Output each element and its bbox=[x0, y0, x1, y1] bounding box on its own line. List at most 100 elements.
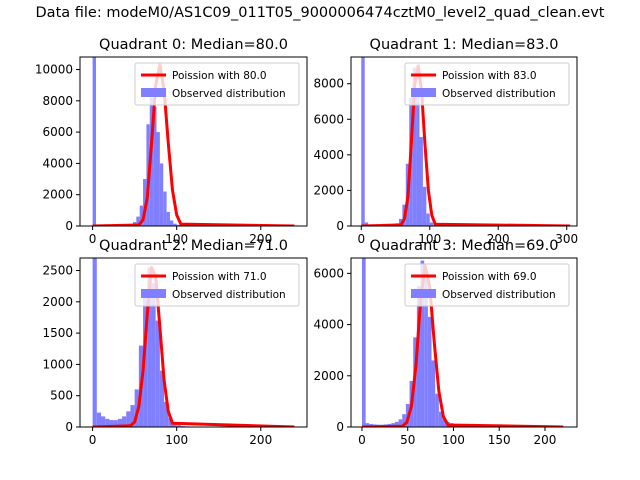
y-tick-label: 0 bbox=[65, 420, 73, 434]
histogram-bar bbox=[412, 67, 417, 226]
axes-frame bbox=[350, 257, 578, 428]
x-tick-label: 0 bbox=[89, 433, 97, 447]
y-tick-label: 2000 bbox=[42, 295, 73, 309]
y-tick-label: 4000 bbox=[42, 156, 73, 170]
y-tick-label: 1500 bbox=[42, 326, 73, 340]
histogram-bar bbox=[416, 286, 421, 427]
histogram-bar bbox=[172, 423, 177, 427]
subplot-title: Quadrant 2: Median=71.0 bbox=[99, 238, 288, 254]
axes-frame bbox=[79, 257, 308, 428]
histogram-bar bbox=[113, 420, 118, 427]
y-tick-label: 0 bbox=[336, 219, 344, 233]
x-tick-label: 200 bbox=[249, 433, 272, 447]
histogram-bar bbox=[159, 163, 164, 226]
x-tick-label: 200 bbox=[534, 433, 557, 447]
y-tick-label: 2000 bbox=[42, 188, 73, 202]
legend-entry-poisson: Poission with 71.0 bbox=[172, 271, 267, 283]
histogram-bar bbox=[163, 191, 167, 226]
x-tick-label: 50 bbox=[400, 433, 415, 447]
histogram-bar bbox=[130, 405, 135, 427]
legend: Poission with 71.0 Observed distribution bbox=[134, 263, 300, 307]
histogram-bar bbox=[364, 222, 369, 226]
histogram-bar bbox=[153, 107, 157, 226]
axes-frame bbox=[350, 56, 578, 227]
histogram-bar bbox=[361, 258, 366, 427]
histogram-bar bbox=[151, 283, 156, 427]
histogram-bar bbox=[419, 137, 423, 226]
histogram-bar bbox=[109, 420, 114, 427]
y-tick-label: 6000 bbox=[313, 112, 344, 126]
histogram-bar bbox=[424, 278, 428, 427]
histogram-bar bbox=[420, 260, 425, 427]
legend-bar-swatch bbox=[141, 289, 166, 298]
histogram-bar bbox=[136, 216, 140, 226]
histogram-bar bbox=[402, 414, 406, 427]
subplot-title: Quadrant 3: Median=69.0 bbox=[370, 238, 559, 254]
histogram-bar bbox=[143, 179, 147, 226]
legend: Poission with 69.0 Observed distribution bbox=[404, 263, 570, 307]
y-tick-label: 1000 bbox=[42, 357, 73, 371]
legend-bar-swatch bbox=[141, 88, 166, 97]
subplot-title: Quadrant 0: Median=80.0 bbox=[99, 37, 288, 53]
histogram-bar bbox=[431, 360, 436, 427]
histogram-bar bbox=[147, 267, 152, 427]
x-tick-label: 100 bbox=[165, 433, 188, 447]
histogram-bar bbox=[398, 419, 403, 427]
legend-box bbox=[134, 263, 300, 307]
legend-entry-poisson: Poission with 69.0 bbox=[442, 271, 537, 283]
x-tick-label: 200 bbox=[249, 232, 272, 246]
y-tick-label: 6000 bbox=[313, 266, 344, 280]
histogram-bar bbox=[159, 370, 165, 427]
histogram-bar bbox=[139, 205, 144, 226]
histogram-bar bbox=[166, 211, 170, 226]
histogram-bar bbox=[365, 423, 370, 427]
x-tick-label: 150 bbox=[488, 433, 511, 447]
legend-entry-poisson: Poission with 83.0 bbox=[442, 70, 537, 82]
y-tick-label: 0 bbox=[336, 420, 344, 434]
histogram-bar bbox=[427, 316, 432, 427]
histogram-bar bbox=[394, 421, 399, 427]
legend-box bbox=[134, 62, 300, 106]
histogram-bar bbox=[155, 320, 160, 427]
x-tick-label: 100 bbox=[442, 433, 465, 447]
histogram-bar bbox=[435, 393, 439, 427]
x-tick-label: 0 bbox=[358, 433, 366, 447]
histogram-bar bbox=[117, 418, 123, 427]
histogram-bar bbox=[442, 419, 447, 427]
histogram-bar bbox=[96, 412, 102, 427]
y-tick-label: 0 bbox=[65, 219, 73, 233]
legend-bar-swatch bbox=[411, 289, 436, 298]
x-tick-label: 0 bbox=[89, 232, 97, 246]
histogram-bar bbox=[426, 213, 430, 226]
histogram-bar bbox=[156, 132, 160, 226]
histogram-bar bbox=[361, 57, 365, 226]
histogram-bar bbox=[164, 401, 169, 427]
legend: Poission with 83.0 Observed distribution bbox=[404, 62, 570, 106]
legend-bar-swatch bbox=[411, 88, 436, 97]
x-tick-label: 300 bbox=[555, 232, 578, 246]
y-tick-label: 10000 bbox=[35, 63, 73, 77]
figure-suptitle: Data file: modeM0/AS1C09_011T05_90000064… bbox=[35, 5, 605, 21]
subplot-title: Quadrant 1: Median=83.0 bbox=[370, 37, 559, 53]
y-tick-label: 2000 bbox=[313, 369, 344, 383]
y-tick-label: 4000 bbox=[313, 148, 344, 162]
y-tick-label: 8000 bbox=[313, 77, 344, 91]
histogram-bar bbox=[422, 186, 427, 226]
histogram-bar bbox=[398, 218, 403, 226]
histogram-bar bbox=[176, 425, 181, 427]
y-tick-label: 6000 bbox=[42, 125, 73, 139]
histogram-bar bbox=[92, 258, 97, 427]
histogram-bar bbox=[105, 418, 110, 427]
subplot-1: 0 100 200 300 0 2000 4000 6000 8000 Quadrant 1: M… bbox=[313, 37, 578, 246]
y-tick-label: 500 bbox=[50, 389, 73, 403]
x-tick-label: 0 bbox=[357, 232, 365, 246]
histogram-bar bbox=[134, 389, 139, 427]
histogram-bar bbox=[168, 417, 173, 427]
histogram-bar bbox=[429, 222, 434, 226]
legend-entry-observed: Observed distribution bbox=[172, 289, 286, 301]
legend-entry-poisson: Poission with 80.0 bbox=[172, 70, 267, 82]
